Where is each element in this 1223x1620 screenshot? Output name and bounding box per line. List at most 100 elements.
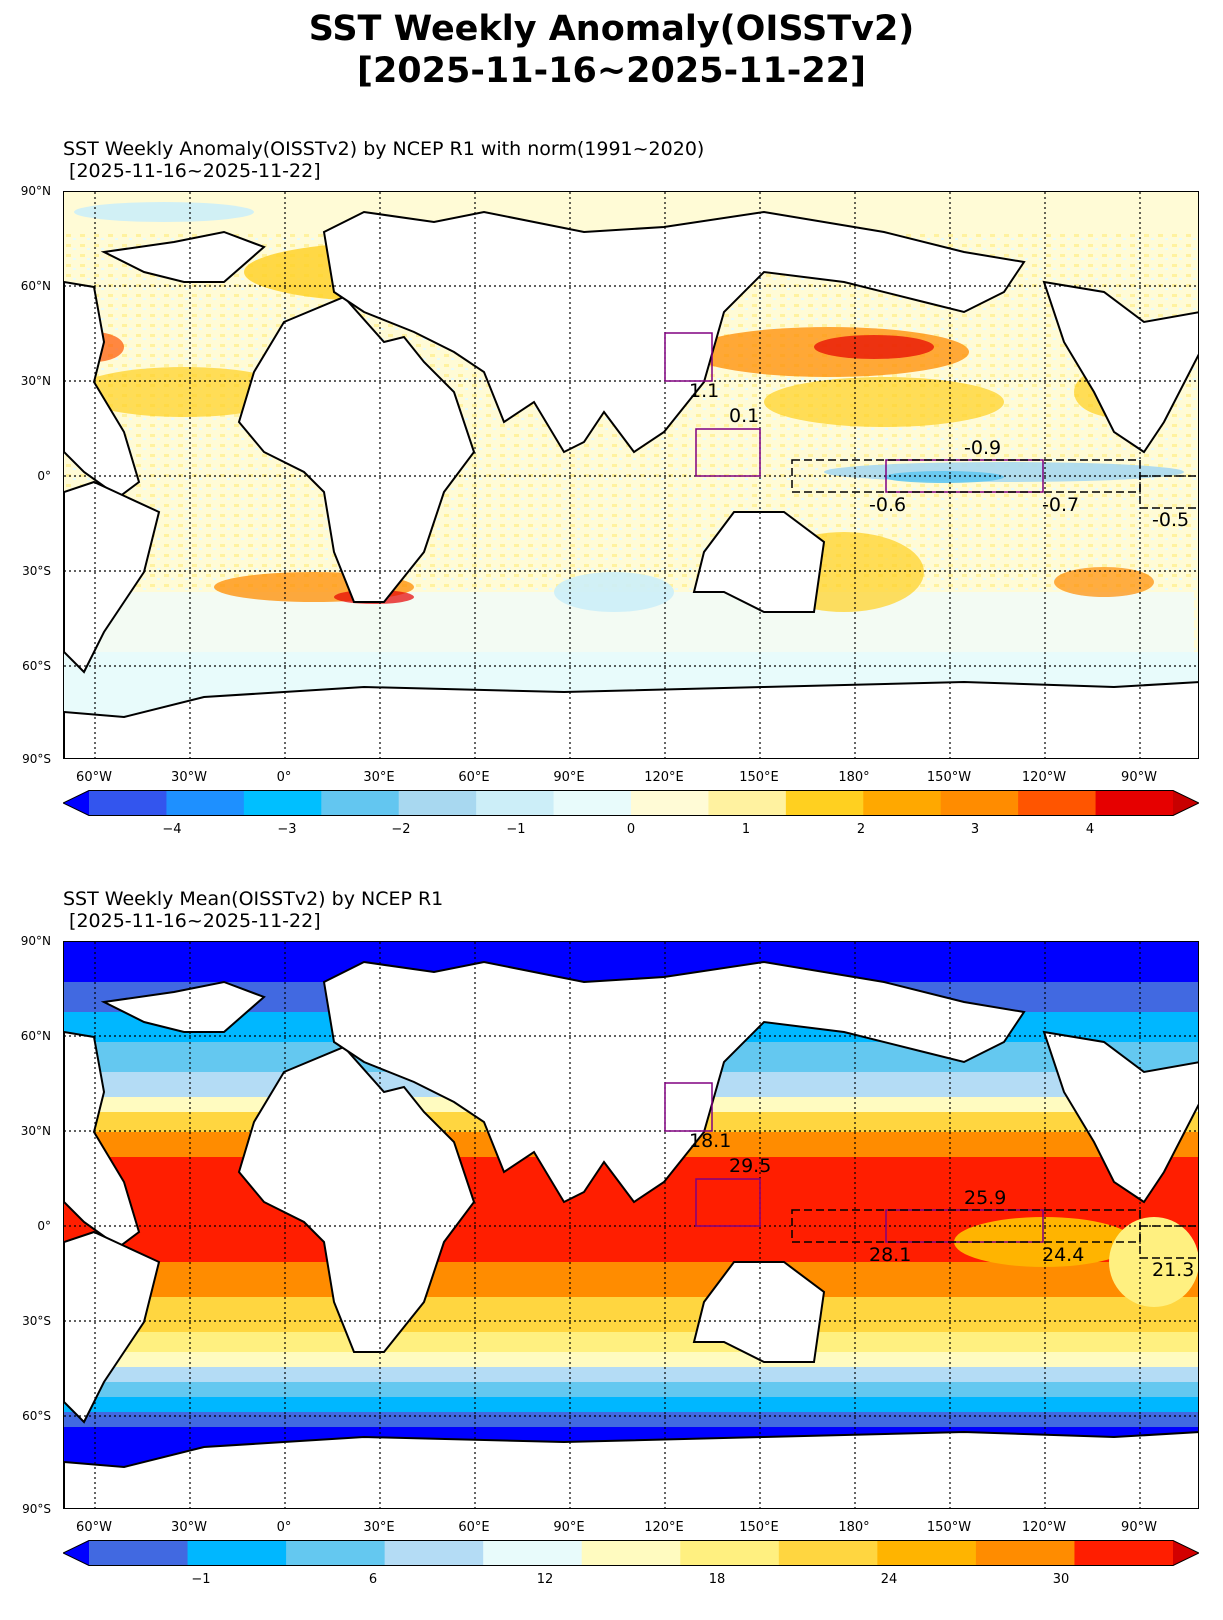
- colorbar-segment: [384, 1540, 484, 1566]
- box-value-nino3: -0.7: [1042, 494, 1079, 516]
- colorbar-segment: [1074, 1540, 1174, 1566]
- colorbar-extend-low: [63, 790, 89, 816]
- colorbar-outline: [63, 1540, 1199, 1566]
- colorbar-tick-label: 3: [970, 822, 980, 837]
- box-value-nino12: 21.3: [1152, 1259, 1194, 1281]
- colorbar-segment: [1095, 790, 1174, 816]
- colorbar-segment: [708, 790, 787, 816]
- lat-label: 60°S: [22, 1409, 51, 1423]
- lat-label: 90°N: [20, 184, 51, 198]
- colorbar-segment: [778, 1540, 878, 1566]
- colorbar-tick-label: 0: [626, 822, 636, 837]
- colorbar-extend-low: [63, 1540, 89, 1566]
- colorbar-tick-label: 24: [880, 1572, 898, 1587]
- lon-label: 0°: [276, 1520, 292, 1535]
- lat-label: 30°S: [22, 1314, 51, 1328]
- colorbar-tick-label: −1: [191, 1572, 211, 1587]
- colorbar-segment: [553, 790, 632, 816]
- lat-label: 0°: [37, 469, 51, 483]
- lat-label: 60°S: [22, 659, 51, 673]
- lon-label: 60°E: [458, 770, 490, 785]
- colorbar-segment: [1018, 790, 1097, 816]
- colorbar-segment: [581, 1540, 681, 1566]
- box-value-nino12: -0.5: [1152, 509, 1189, 531]
- lon-label: 150°W: [926, 1520, 972, 1535]
- colorbar-tick-label: 18: [708, 1572, 726, 1587]
- colorbar-tick-label: 1: [741, 822, 751, 837]
- lon-label: 120°W: [1021, 770, 1067, 785]
- colorbar-extend-high: [1173, 790, 1199, 816]
- colorbar-tick-label: 12: [536, 1572, 554, 1587]
- lon-label: 180°: [838, 770, 870, 785]
- lon-label: 150°W: [926, 770, 972, 785]
- lon-label: 120°W: [1021, 1520, 1067, 1535]
- lon-label: 90°E: [553, 770, 585, 785]
- box-value-nino4: 28.1: [869, 1244, 911, 1266]
- colorbar-tick-label: −3: [277, 822, 297, 837]
- lon-label: 60°W: [76, 770, 112, 785]
- colorbar-segment: [940, 790, 1019, 816]
- lon-label: 150°E: [739, 770, 779, 785]
- box-value-nino34: -0.9: [964, 437, 1001, 459]
- lon-label: 30°E: [363, 1520, 395, 1535]
- lon-label: 30°W: [171, 1520, 207, 1535]
- mean-colorbar: [63, 1540, 1199, 1566]
- colorbar-extend-high: [1173, 1540, 1199, 1566]
- colorbar-segment: [286, 1540, 386, 1566]
- lon-label: 0°: [276, 770, 292, 785]
- box-value-nino34: 25.9: [964, 1187, 1006, 1209]
- colorbar-tick-label: −4: [162, 822, 182, 837]
- anomaly-colorbar: [63, 790, 1199, 816]
- box-value-japan: 18.1: [689, 1130, 731, 1152]
- box-value-warm-pool: 0.1: [729, 405, 759, 427]
- lat-label: 60°N: [20, 1029, 51, 1043]
- box-value-nino3: 24.4: [1042, 1244, 1084, 1266]
- lat-label: 30°S: [22, 564, 51, 578]
- colorbar-segment: [321, 790, 400, 816]
- anomaly-map: 1.1 0.1 -0.9 -0.6 -0.7 -0.5: [63, 191, 1199, 759]
- lon-label: 120°E: [644, 1520, 684, 1535]
- mean-panel-period: [2025-11-16~2025-11-22]: [63, 910, 321, 932]
- main-title-line1: SST Weekly Anomaly(OISSTv2): [308, 9, 915, 49]
- lat-label: 60°N: [20, 279, 51, 293]
- lon-label: 90°W: [1121, 770, 1157, 785]
- colorbar-tick-label: 30: [1052, 1572, 1070, 1587]
- colorbar-segment: [631, 790, 709, 816]
- lon-label: 120°E: [644, 770, 684, 785]
- mean-panel-title: SST Weekly Mean(OISSTv2) by NCEP R1: [63, 888, 444, 910]
- lon-label: 90°E: [553, 1520, 585, 1535]
- colorbar-tick-label: −2: [391, 822, 411, 837]
- lon-label: 30°W: [171, 770, 207, 785]
- anomaly-map-canvas: 1.1 0.1 -0.9 -0.6 -0.7 -0.5: [64, 192, 1198, 758]
- lat-label: 90°N: [20, 934, 51, 948]
- colorbar-segment: [863, 790, 942, 816]
- colorbar-outline: [63, 790, 1199, 816]
- lon-label: 180°: [838, 1520, 870, 1535]
- colorbar-segment: [785, 790, 864, 816]
- lat-label: 90°S: [22, 752, 51, 766]
- lon-label: 60°E: [458, 1520, 490, 1535]
- colorbar-segment: [243, 790, 322, 816]
- box-value-warm-pool: 29.5: [729, 1155, 771, 1177]
- colorbar-segment: [187, 1540, 287, 1566]
- box-value-japan: 1.1: [689, 380, 719, 402]
- colorbar-tick-label: 6: [368, 1572, 378, 1587]
- colorbar-segment: [975, 1540, 1075, 1566]
- colorbar-tick-label: −1: [506, 822, 526, 837]
- colorbar-segment: [166, 790, 245, 816]
- colorbar-segment: [476, 790, 555, 816]
- box-value-nino4: -0.6: [869, 494, 906, 516]
- mean-map: 18.1 29.5 25.9 28.1 24.4 21.3: [63, 941, 1199, 1509]
- lon-label: 60°W: [76, 1520, 112, 1535]
- colorbar-segment: [89, 790, 167, 816]
- colorbar-segment: [483, 1540, 583, 1566]
- colorbar-segment: [680, 1540, 780, 1566]
- mean-map-canvas: 18.1 29.5 25.9 28.1 24.4 21.3: [64, 942, 1198, 1508]
- colorbar-tick-label: 2: [856, 822, 866, 837]
- main-title-line2: [2025-11-16~2025-11-22]: [356, 51, 867, 91]
- colorbar-segment: [89, 1540, 189, 1566]
- lon-label: 30°E: [363, 770, 395, 785]
- colorbar-segment: [877, 1540, 977, 1566]
- anomaly-panel-title: SST Weekly Anomaly(OISSTv2) by NCEP R1 w…: [63, 138, 705, 160]
- lon-label: 90°W: [1121, 1520, 1157, 1535]
